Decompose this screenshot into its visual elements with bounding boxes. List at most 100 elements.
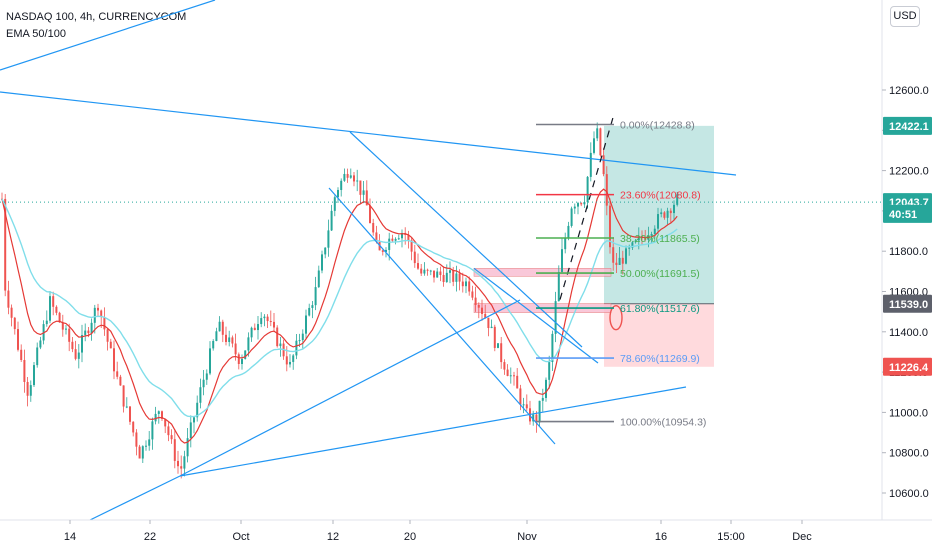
candle-body [237,354,240,364]
candle-body [637,236,640,241]
candle-body [564,237,567,250]
candle-body [327,230,330,248]
candle-body [375,232,378,242]
channel-upper-line[interactable] [349,131,583,348]
candle-body [356,180,359,182]
candle-body [391,238,394,241]
candle-body [266,316,269,322]
candle-body [317,270,320,288]
candle-body [273,321,275,328]
candle-body [513,375,515,377]
indicator-title[interactable]: EMA 50/100 [6,28,66,40]
candle-body [618,257,621,265]
candle-body [189,422,192,439]
candle-body [394,238,397,241]
candle-body [186,438,189,457]
candle-body [234,343,237,355]
candle-body [516,375,519,389]
candle-body [490,326,493,329]
candle-body [330,210,333,231]
candle-body [468,281,471,292]
candle-body [452,270,455,282]
price-axis-label: 11226.4 [889,362,929,374]
candle-body [106,329,109,342]
trendline-pullback[interactable] [473,267,599,364]
candle-body [33,365,35,386]
candle-body [388,238,391,250]
trendline-rising-support-steep[interactable] [179,299,521,477]
trendline-bottom-left[interactable] [89,475,181,520]
price-axis-label: 11539.0 [889,299,928,311]
candle-body [573,206,576,209]
candle-body [212,340,215,349]
symbol-title[interactable]: NASDAQ 100, 4h, CURRENCYCOM [6,11,187,23]
candle-body [445,272,448,283]
candle-body [541,397,544,401]
candle-body [586,176,589,203]
fib-retracement[interactable]: 0.00%(12428.8) 23.60%(12080.8) 38.20%(1186… [536,119,706,429]
candle-body [20,349,23,360]
price-axis-label-bg [883,204,932,223]
candle-body [90,322,93,334]
candle-body [436,271,439,278]
trendline-rising-support-shallow[interactable] [179,386,687,477]
time-tick-label: Dec [792,531,812,543]
candle-body [634,240,637,243]
currency-button[interactable]: USD [890,6,920,27]
candle-body [183,456,186,469]
fib-level-label: 100.00%(10954.3) [620,417,706,429]
candle-body [61,322,64,330]
candle-body [97,307,99,311]
candle-body [119,376,122,386]
candle-body [631,242,634,248]
fib-level-label: 23.60%(12080.8) [620,190,701,202]
plot-area[interactable]: 0.00%(12428.8) 23.60%(12080.8) 38.20%(1186… [0,0,737,520]
candle-body [653,228,656,234]
highlight-ellipse[interactable] [609,304,623,331]
candle-body [129,406,131,422]
candle-body [580,203,583,205]
candle-body [196,402,199,418]
price-axis-label: 12422.1 [889,121,929,133]
candle-body [509,375,512,377]
candle-body [231,337,234,344]
candle-body [426,269,429,271]
candle-body [167,426,170,436]
candle-body [442,274,445,283]
candle-body [209,348,211,374]
time-tick-label: 20 [404,531,416,543]
candle-body [535,414,538,423]
candle-body [570,208,573,226]
candle-body [385,249,387,252]
candle-body [321,254,323,271]
candle-body [455,273,458,282]
time-tick-label: 14 [64,531,76,543]
candle-body [138,446,141,459]
candle-body [164,418,167,427]
trendline-upper-left[interactable] [0,0,216,71]
candle-body [311,305,314,308]
candle-body [525,404,528,409]
candle-body [202,379,205,388]
candle-body [247,337,250,351]
candle-body [132,421,135,433]
candle-body [474,297,477,305]
candle-body [298,340,301,342]
candle-body [180,466,183,469]
candle-body [241,358,243,364]
trendline-descending-resistance[interactable] [0,91,737,176]
projection-dashed-line[interactable] [559,114,615,300]
candle-body [439,271,442,275]
candle-body [410,240,413,252]
ema-50-line[interactable] [1,188,678,444]
candle-body [45,320,48,325]
candle-body [36,347,39,366]
candle-body [676,194,679,205]
price-axis-label-bg [883,357,932,376]
candle-body [532,414,535,422]
chart-legend: NASDAQ 100, 4h, CURRENCYCOM EMA 50/100 [6,9,186,43]
channel-lower-line[interactable] [328,187,556,445]
candle-body [39,340,42,348]
candle-body [413,251,416,264]
